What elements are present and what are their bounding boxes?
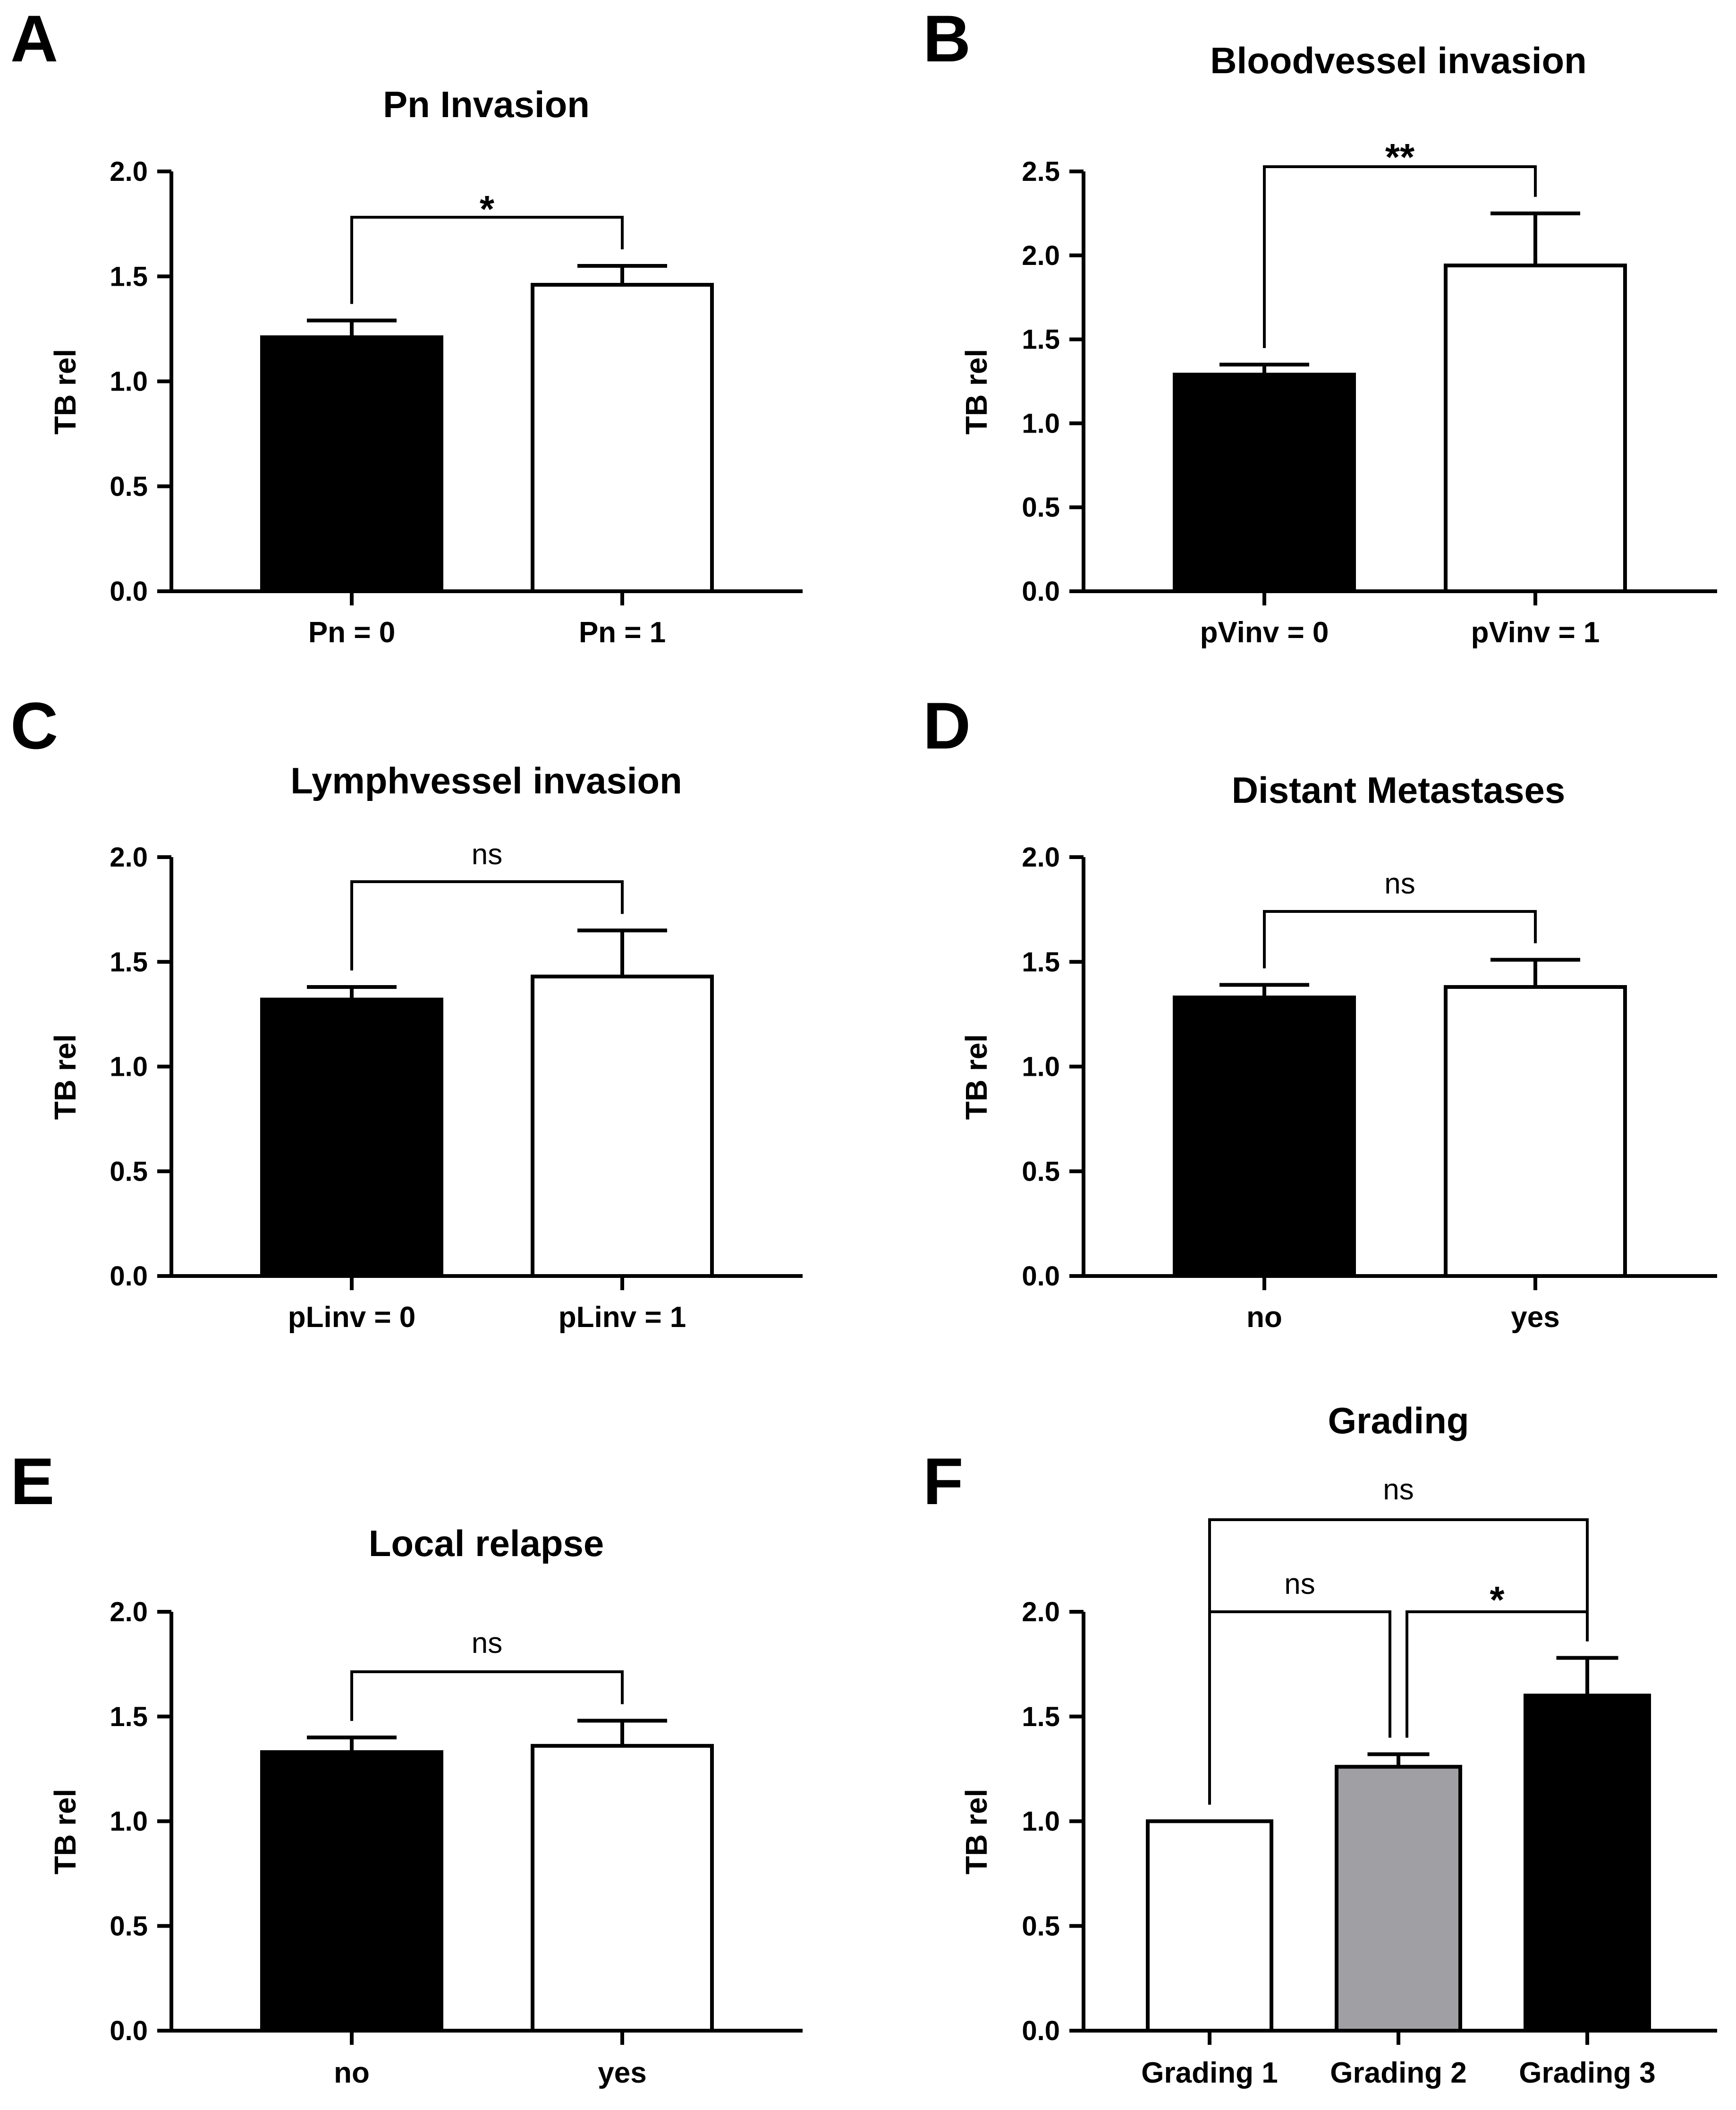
panel-e-significance-label: ns (472, 1627, 502, 1659)
panel-f-y-axis-label: TB rel (959, 1789, 993, 1874)
panel-b-y-tick-label: 2.0 (1022, 240, 1060, 271)
panel-f-bar (1146, 1819, 1273, 2033)
panel-c-y-tick-label: 0.5 (110, 1156, 148, 1187)
panel-e-bar (260, 1750, 443, 2033)
panel-c-significance-bracket (350, 880, 624, 970)
panel-c-category-label: pLinv = 1 (559, 1301, 686, 1334)
panel-a-y-tick-label: 0.5 (110, 471, 148, 502)
panel-b-title: Bloodvessel invasion (1210, 40, 1587, 81)
panel-f-significance-label: * (1490, 1579, 1505, 1621)
panel-b-bar (1444, 264, 1627, 593)
panel-f-bar (1524, 1693, 1651, 2033)
panel-b-y-tick-label: 1.0 (1022, 408, 1060, 439)
panel-b-category-label: pVinv = 0 (1200, 616, 1329, 649)
panel-a-y-axis-label: TB rel (48, 349, 82, 434)
panel-f-significance-label: ns (1284, 1568, 1315, 1600)
panel-d-bar (1173, 995, 1356, 1278)
panel-d-y-tick-label: 1.0 (1022, 1052, 1060, 1082)
panel-a-y-tick-label: 1.0 (110, 366, 148, 397)
panel-a-y-tick-label: 0.0 (110, 576, 148, 607)
panel-e-y-tick-label: 2.0 (110, 1597, 148, 1627)
panel-c-y-tick-label: 2.0 (110, 842, 148, 873)
panel-f-significance-bracket (1406, 1610, 1589, 1738)
panel-f-title: Grading (1328, 1400, 1469, 1441)
panel-e-y-tick-label: 0.0 (110, 2016, 148, 2046)
panel-c-category-label: pLinv = 0 (288, 1301, 415, 1334)
panel-b-bar (1173, 373, 1356, 593)
panel-f-y-tick-label: 2.0 (1022, 1597, 1060, 1627)
panel-c-title: Lymphvessel invasion (290, 760, 682, 801)
panel-e-title: Local relapse (369, 1523, 604, 1564)
panel-a-title: Pn Invasion (383, 84, 590, 125)
panel-f-category-label: Grading 3 (1519, 2057, 1655, 2089)
panel-c-significance-label: ns (472, 838, 502, 871)
panel-e-significance-bracket (350, 1670, 624, 1721)
panel-e-y-tick-label: 0.5 (110, 1911, 148, 1941)
panel-b-y-tick-label: 0.0 (1022, 576, 1060, 607)
panel-e-y-tick-label: 1.0 (110, 1806, 148, 1837)
panel-a-significance-label: * (480, 188, 495, 230)
panel-d-significance-bracket (1263, 910, 1537, 969)
panel-d-title: Distant Metastases (1232, 769, 1566, 811)
panel-d-significance-label: ns (1384, 868, 1415, 900)
panel-a-bar (260, 335, 443, 593)
panel-e-category-label: no (334, 2057, 370, 2089)
panel-b-category-label: pVinv = 1 (1471, 616, 1600, 649)
panel-a-bar (531, 283, 714, 593)
panel-f-y-tick-label: 0.5 (1022, 1911, 1060, 1941)
panel-a-y-tick-label: 2.0 (110, 156, 148, 187)
panel-c-y-axis-label: TB rel (48, 1034, 82, 1120)
panel-f-significance-label: ns (1383, 1473, 1414, 1506)
panel-c-bar (531, 974, 714, 1278)
panel-c-bar (260, 997, 443, 1278)
panel-d-bar (1444, 985, 1627, 1278)
panel-e-y-tick-label: 1.5 (110, 1702, 148, 1732)
panel-a-category-label: Pn = 0 (308, 616, 395, 649)
panel-b-label: B (923, 1, 971, 76)
panel-e-category-label: yes (598, 2057, 646, 2089)
panel-b-y-axis-label: TB rel (959, 349, 993, 434)
panel-f-y-tick-label: 1.5 (1022, 1702, 1060, 1732)
panel-d-y-tick-label: 1.5 (1022, 947, 1060, 978)
panel-d-y-tick-label: 2.0 (1022, 842, 1060, 873)
panel-c-y-tick-label: 1.5 (110, 947, 148, 978)
panel-b-y-tick-label: 1.5 (1022, 324, 1060, 355)
panel-b-significance-bracket (1263, 165, 1537, 348)
panel-c-y-tick-label: 0.0 (110, 1261, 148, 1292)
panel-f-category-label: Grading 1 (1141, 2057, 1278, 2089)
panel-f-bar (1335, 1765, 1462, 2033)
panel-f-label: F (923, 1444, 964, 1518)
panel-e-bar (531, 1744, 714, 2033)
panel-f-y-tick-label: 1.0 (1022, 1806, 1060, 1837)
panel-f-category-label: Grading 2 (1330, 2057, 1466, 2089)
panel-f-y-tick-label: 0.0 (1022, 2016, 1060, 2046)
panel-d-y-axis-label: TB rel (959, 1034, 993, 1120)
panel-a-label: A (10, 1, 58, 76)
panel-a-category-label: Pn = 1 (579, 616, 666, 649)
panel-b-y-tick-label: 0.5 (1022, 492, 1060, 523)
panel-b-y-tick-label: 2.5 (1022, 156, 1060, 187)
panel-a-significance-bracket (350, 216, 624, 304)
panel-d-category-label: yes (1511, 1301, 1559, 1334)
panel-e-label: E (10, 1444, 54, 1518)
panel-c-y-tick-label: 1.0 (110, 1052, 148, 1082)
panel-b-significance-label: ** (1385, 136, 1415, 178)
panel-f-significance-bracket (1208, 1610, 1391, 1805)
panel-d-y-tick-label: 0.0 (1022, 1261, 1060, 1292)
panel-d-category-label: no (1246, 1301, 1282, 1334)
panel-a-y-tick-label: 1.5 (110, 261, 148, 292)
panel-c-label: C (10, 689, 58, 763)
panel-d-label: D (923, 689, 971, 763)
panel-d-y-tick-label: 0.5 (1022, 1156, 1060, 1187)
panel-e-y-axis-label: TB rel (48, 1789, 82, 1874)
